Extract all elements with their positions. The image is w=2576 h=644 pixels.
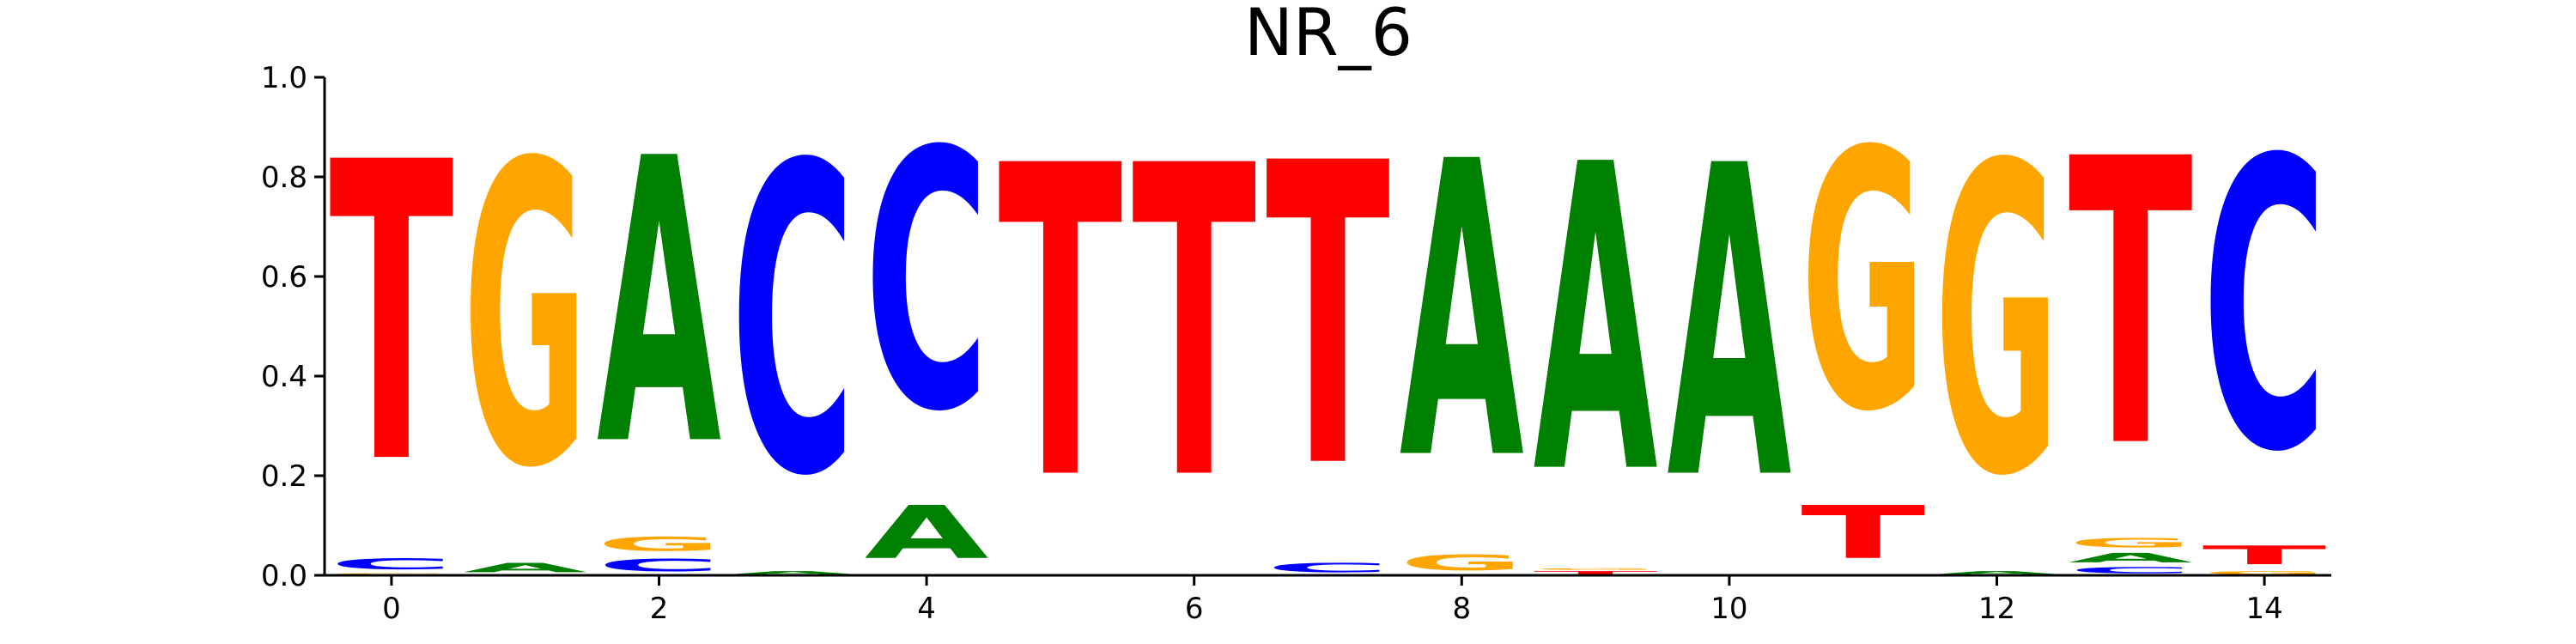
logo-letter-c-pos-13: C: [2069, 565, 2193, 575]
logo-letter-a-pos-8: A: [1400, 76, 1525, 549]
logo-letter-c-pos-14: C: [2202, 76, 2327, 539]
x-tick-label: 8: [1452, 592, 1471, 626]
y-tick-label: 0.2: [261, 459, 307, 494]
y-tick-label: 0.0: [261, 559, 307, 593]
logo-letter-c-pos-4: C: [865, 76, 989, 489]
logo-letter-a-pos-10: A: [1667, 76, 1792, 574]
logo-letter-t-pos-7: T: [1266, 76, 1391, 559]
logo-letter-g-pos-13: G: [2069, 536, 2193, 550]
logo-letter-t-pos-0: T: [329, 77, 454, 555]
y-tick-label: 0.8: [261, 161, 307, 195]
logo-letter-a-pos-2: A: [597, 77, 722, 532]
logo-letters: GCTAGCGAACACTTCTGATGAATGAGCAGTGTC: [329, 76, 2326, 575]
x-tick-label: 14: [2245, 592, 2282, 626]
x-tick-label: 0: [382, 592, 401, 626]
x-tick-label: 2: [650, 592, 669, 626]
y-tick-label: 0.6: [261, 260, 307, 295]
logo-letter-t-pos-11: T: [1801, 491, 1925, 575]
x-tick-label: 10: [1710, 592, 1747, 626]
logo-letter-t-pos-5: T: [998, 77, 1123, 574]
logo-letter-c-pos-3: C: [731, 76, 855, 569]
logo-letter-a-pos-9: A: [1534, 76, 1659, 567]
logo-letter-g-pos-12: G: [1935, 76, 2059, 569]
chart-title: NR_6: [1244, 0, 1413, 70]
x-tick-label: 6: [1185, 592, 1204, 626]
logo-letter-c-pos-0: C: [329, 556, 453, 573]
logo-letter-t-pos-6: T: [1132, 77, 1257, 574]
y-tick-label: 1.0: [261, 61, 307, 95]
logo-letter-t-pos-13: T: [2069, 77, 2194, 534]
logo-letter-g-pos-14: G: [2202, 570, 2327, 575]
logo-letter-a-pos-4: A: [865, 491, 989, 575]
logo-letter-c-pos-2: C: [597, 556, 721, 575]
logo-letter-g-pos-9: G: [1534, 568, 1658, 570]
x-tick-label: 12: [1978, 592, 2015, 626]
logo-letter-a-pos-13: A: [2069, 550, 2193, 565]
axes: 0.0 0.2 0.4 0.6 0.8 1.0 0 2 4 6 8 10 12 14: [261, 61, 2331, 626]
logo-letter-a-pos-12: A: [1935, 570, 2059, 575]
logo-letter-t-pos-14: T: [2202, 540, 2327, 570]
logo-letter-t-pos-9: T: [1534, 570, 1658, 575]
logo-letter-a-pos-3: A: [731, 570, 855, 575]
logo-letter-g-pos-1: G: [463, 76, 587, 559]
logo-letter-g-pos-8: G: [1400, 550, 1524, 575]
logo-letter-g-pos-11: G: [1801, 76, 1925, 489]
logo-letter-c-pos-7: C: [1266, 561, 1390, 575]
logo-letter-g-pos-2: G: [597, 533, 721, 556]
x-tick-label: 4: [917, 592, 936, 626]
y-tick-label: 0.4: [261, 360, 307, 394]
logo-letter-a-pos-1: A: [463, 561, 587, 575]
